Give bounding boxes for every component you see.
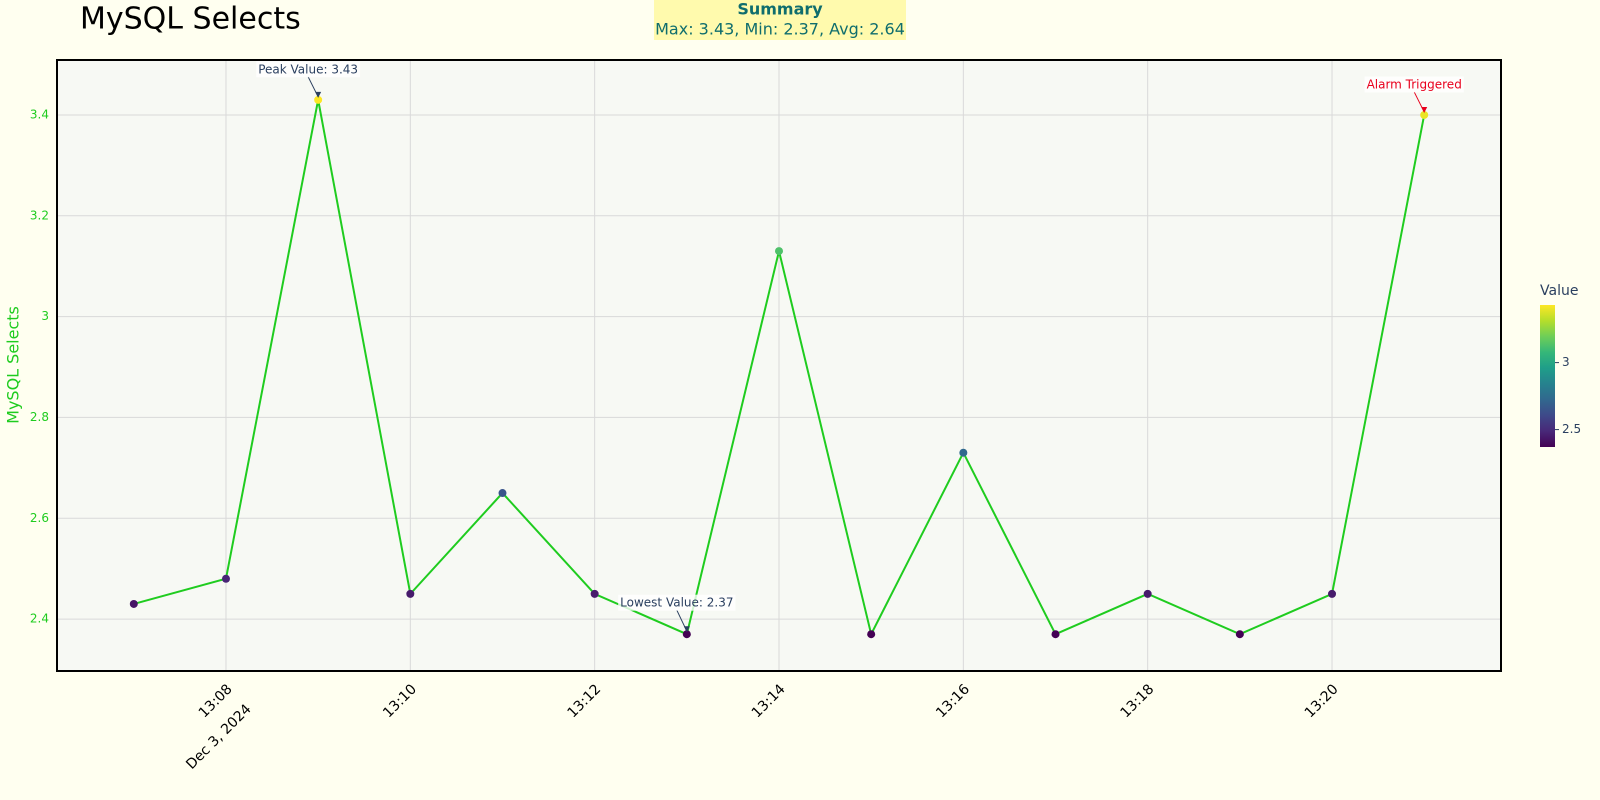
marker — [959, 448, 968, 457]
y-tick-label: 2.8 — [30, 410, 49, 424]
annotation-bg — [618, 594, 736, 611]
annotation: Lowest Value: 2.37 — [620, 596, 733, 610]
marker — [1235, 630, 1244, 639]
summary-title: Summary — [737, 0, 823, 19]
marker — [867, 630, 876, 639]
y-tick-label: 3.2 — [30, 208, 49, 222]
y-axis-title: MySQL Selects — [4, 306, 23, 424]
y-tick-label: 2.4 — [30, 612, 49, 626]
plot-border — [56, 59, 1502, 672]
y-tick-label: 3.4 — [30, 107, 49, 121]
colorbar-tick-label: 2.5 — [1562, 422, 1581, 436]
annotation-bg — [256, 61, 361, 78]
marker — [1143, 589, 1152, 598]
marker — [1420, 110, 1429, 119]
summary-box — [654, 0, 906, 40]
marker — [682, 630, 691, 639]
colorbar — [1540, 305, 1555, 447]
summary-text: Max: 3.43, Min: 2.37, Avg: 2.64 — [655, 20, 905, 39]
y-tick-label: 3 — [41, 309, 49, 323]
annotation-arrowhead — [1421, 106, 1428, 113]
marker — [221, 574, 230, 583]
y-tick-label: 2.6 — [30, 511, 49, 525]
marker — [590, 589, 599, 598]
annotation-bg — [1364, 76, 1464, 93]
annotation-arrowhead — [315, 91, 322, 98]
marker — [406, 589, 415, 598]
colorbar-tick-label: 3 — [1562, 355, 1570, 369]
annotation: Peak Value: 3.43 — [258, 62, 358, 76]
marker — [1051, 630, 1060, 639]
marker — [1328, 589, 1337, 598]
chart-title: MySQL Selects — [80, 2, 301, 37]
annotation: Alarm Triggered — [1367, 77, 1462, 91]
marker — [498, 489, 507, 498]
marker — [775, 247, 783, 256]
marker — [314, 95, 323, 104]
marker — [129, 599, 138, 608]
colorbar-title: Value — [1540, 283, 1578, 299]
annotation-arrowhead — [683, 626, 690, 633]
